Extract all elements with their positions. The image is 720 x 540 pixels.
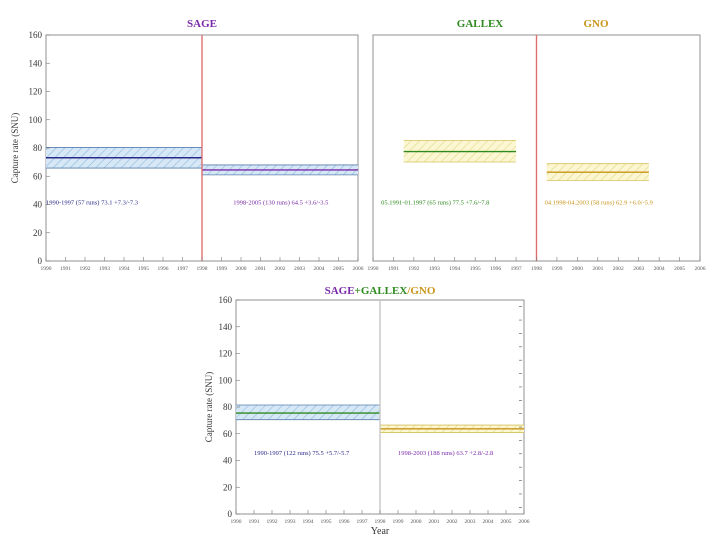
x-tick-label: 2004: [483, 519, 494, 525]
y-tick-label: 100: [219, 375, 233, 385]
x-tick-label: 2001: [429, 519, 440, 525]
x-tick-label: 2002: [447, 519, 458, 525]
x-tick-label: 2001: [592, 266, 603, 272]
x-tick-label: 1996: [158, 266, 169, 272]
x-tick-label: 2001: [255, 266, 266, 272]
panel-combined: SAGE+GALLEX/GNO Capture rate (SNU) Year …: [204, 285, 530, 537]
x-tick-label: 1992: [80, 266, 91, 272]
x-tick-label: 1993: [99, 266, 110, 272]
y-tick-label: 0: [228, 509, 233, 519]
panel-combined-xlabel: Year: [371, 526, 390, 537]
x-tick-label: 2004: [314, 266, 325, 272]
period-annotation: 05.1991-01.1997 (65 runs) 77.5 +7.6/-7.8: [381, 200, 489, 207]
panel-gno-title: GNO: [583, 18, 609, 30]
x-tick-label: 2005: [674, 266, 685, 272]
panel-sage-marks: 1990 1991 1992 1993 1994 1995 1996 1997 1998 1999…: [29, 30, 364, 272]
x-tick-label: 1993: [285, 519, 296, 525]
x-tick-label: 1998: [531, 266, 542, 272]
x-tick-label: 2006: [519, 519, 530, 525]
x-tick-label: 1994: [303, 519, 314, 525]
x-tick-label: 1999: [393, 519, 404, 525]
x-tick-label: 1997: [177, 266, 188, 272]
panel-gallex-gno-marks: 1990 1991 1992 1993 1994 1995 1996 1997 1998 1999…: [368, 35, 706, 272]
y-tick-label: 60: [223, 429, 233, 439]
y-tick-label: 40: [223, 456, 233, 466]
x-tick-label: 1998: [375, 519, 386, 525]
x-tick-label: 2000: [572, 266, 583, 272]
y-tick-label: 100: [29, 115, 43, 125]
x-tick-label: 1992: [408, 266, 419, 272]
panel-combined-title: SAGE+GALLEX/GNO: [325, 285, 436, 297]
y-tick-label: 20: [33, 228, 43, 238]
panel-gallex-title: GALLEX: [457, 18, 504, 30]
x-tick-label: 1990: [41, 266, 52, 272]
panel-sage: SAGE Capture rate (SNU) 1990 1991 1992 1993…: [10, 18, 364, 272]
y-tick-label: 160: [219, 295, 233, 305]
panel-sage-ylabel: Capture rate (SNU): [10, 113, 20, 183]
x-tick-label: 2000: [236, 266, 247, 272]
y-tick-label: 20: [223, 482, 233, 492]
x-tick-label: 1997: [357, 519, 368, 525]
y-tick-label: 80: [223, 402, 233, 412]
panel-combined-title-gno: /GNO: [406, 285, 436, 297]
period-annotation: 1998-2005 (130 runs) 64.5 +3.6/-3.5: [233, 200, 328, 207]
y-tick-label: 40: [33, 200, 43, 210]
x-tick-label: 1990: [231, 519, 242, 525]
x-tick-label: 2005: [333, 266, 344, 272]
x-tick-label: 1991: [60, 266, 71, 272]
x-tick-label: 1994: [119, 266, 130, 272]
y-tick-label: 60: [33, 171, 43, 181]
panel-combined-title-gallex: +GALLEX: [355, 285, 408, 297]
x-tick-label: 1995: [470, 266, 481, 272]
x-tick-label: 1991: [388, 266, 399, 272]
x-tick-label: 2000: [411, 519, 422, 525]
x-tick-label: 2006: [353, 266, 364, 272]
y-tick-label: 140: [29, 58, 43, 68]
x-tick-label: 2003: [465, 519, 476, 525]
y-tick-label: 80: [33, 143, 43, 153]
period-annotation: 04.1998-04.2003 (58 runs) 62.9 +6.0/-5.9: [545, 200, 653, 207]
panel-gallex-gno: GALLEX GNO 1990 1991 1992 1993 1994 1995 1996 1…: [368, 18, 706, 272]
y-tick-label: 0: [38, 256, 43, 266]
panel-combined-marks: 1990 1991 1992 1993 1994 1995 1996 1997 1998 1999…: [219, 295, 530, 525]
x-tick-label: 1993: [429, 266, 440, 272]
period-annotation: 1990-1997 (122 runs) 75.5 +5.7/-5.7: [254, 450, 350, 457]
panel-sage-title: SAGE: [187, 18, 217, 30]
x-tick-label: 1995: [321, 519, 332, 525]
panel-combined-title-sage: SAGE: [325, 285, 355, 297]
x-tick-label: 1998: [197, 266, 208, 272]
x-tick-label: 1992: [267, 519, 278, 525]
x-tick-label: 2005: [501, 519, 512, 525]
x-tick-label: 2002: [613, 266, 624, 272]
y-tick-label: 160: [29, 30, 43, 40]
x-tick-label: 1999: [216, 266, 227, 272]
x-tick-label: 2002: [275, 266, 286, 272]
x-tick-label: 1996: [490, 266, 501, 272]
x-tick-label: 1999: [551, 266, 562, 272]
x-tick-label: 1991: [249, 519, 260, 525]
y-tick-label: 120: [29, 87, 43, 97]
panel-combined-ylabel: Capture rate (SNU): [204, 372, 214, 442]
x-tick-label: 1997: [511, 266, 522, 272]
y-tick-label: 140: [219, 322, 233, 332]
x-tick-label: 1995: [138, 266, 149, 272]
x-tick-label: 2006: [695, 266, 706, 272]
x-tick-label: 2003: [294, 266, 305, 272]
x-tick-label: 1996: [339, 519, 350, 525]
x-tick-label: 2003: [633, 266, 644, 272]
period-annotation: 1990-1997 (57 runs) 73.1 +7.3/-7.3: [46, 200, 138, 207]
period-annotation: 1998-2003 (188 runs) 63.7 +2.8/-2.8: [398, 450, 493, 457]
x-tick-label: 2004: [654, 266, 665, 272]
y-tick-label: 120: [219, 349, 233, 359]
x-tick-label: 1990: [368, 266, 379, 272]
x-tick-label: 1994: [449, 266, 460, 272]
